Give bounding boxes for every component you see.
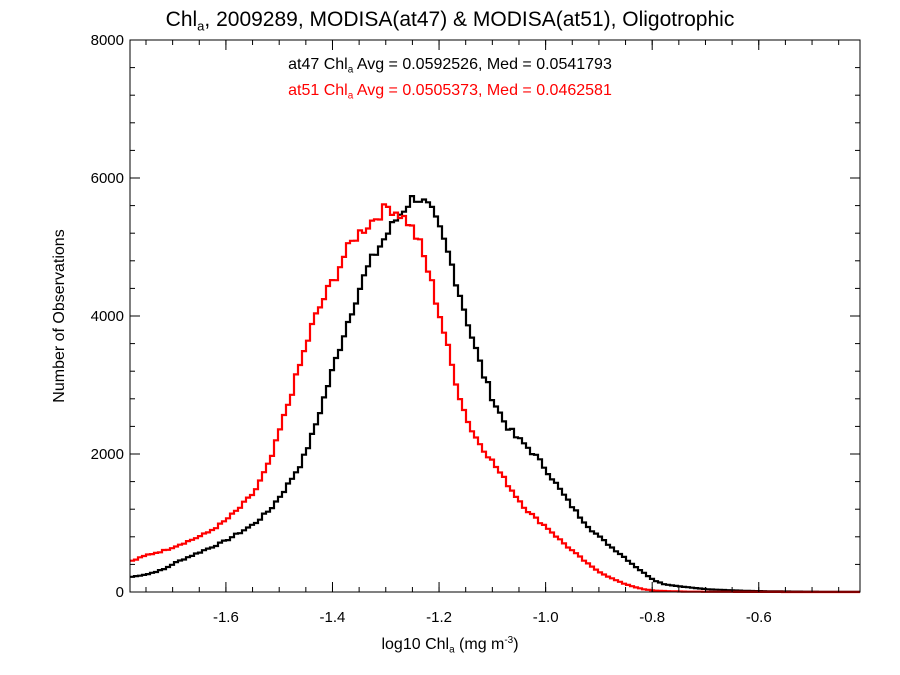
x-tick-label: -0.6 [746,609,772,626]
series-line-0 [130,195,860,593]
y-axis-label: Number of Observations [51,229,68,403]
x-axis-label: log10 Chla (mg m-3) [381,635,519,656]
x-tick-label: -1.0 [533,609,559,626]
stats-line-at47: at47 Chla Avg = 0.0592526, Med = 0.05417… [288,56,612,76]
axis-layer: -1.6 -1.4 -1.2 -1.0 -0.8 -0.6 0 2000 4000 6000 800… [91,32,861,626]
stats-line-at51: at51 Chla Avg = 0.0505373, Med = 0.04625… [288,82,612,102]
x-tick-label: -0.8 [639,609,665,626]
series-line-1 [130,203,860,594]
chart-title: Chla, 2009289, MODISA(at47) & MODISA(at5… [165,8,735,34]
plot-frame [129,39,861,593]
y-tick-label: 2000 [91,446,124,463]
series-layer [130,195,860,594]
x-tick-label: -1.6 [213,609,239,626]
y-tick-label: 6000 [91,170,124,187]
y-tick-label: 8000 [91,32,124,49]
x-tick-label: -1.2 [426,609,452,626]
y-tick-label: 4000 [91,308,124,325]
y-tick-label: 0 [116,584,124,601]
x-tick-label: -1.4 [320,609,346,626]
